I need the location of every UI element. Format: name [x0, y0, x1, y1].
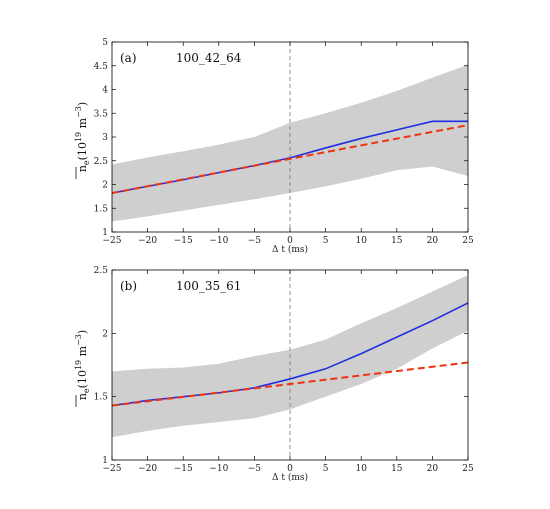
x-tick-label: −15: [174, 464, 193, 474]
y-tick-label: 2.5: [94, 157, 109, 167]
x-tick-label: 15: [391, 236, 403, 246]
y-label-part: m: [76, 117, 89, 131]
x-tick-label: 15: [391, 464, 403, 474]
x-tick-label: 10: [355, 464, 367, 474]
x-tick-label: −20: [138, 236, 157, 246]
y-axis-label: ne(1019 m−3): [74, 330, 91, 407]
fit-line-dashed: [111, 124, 469, 195]
y-label-part: 19: [74, 132, 83, 142]
y-tick-label: 4: [102, 86, 108, 96]
y-tick-label: 2: [102, 329, 108, 339]
x-tick-label: −15: [174, 236, 193, 246]
chart-panel-b: −25 −20 −15 −10 −5 0 5 10 15 20 25 1 1.5 2 2.5 Δ t (ms)…: [74, 266, 474, 483]
x-tick-label: 25: [462, 464, 474, 474]
chart-panel-a: −25 −20 −15 −10 −5 0 5 10 15 20 25 1 1.5 2 2.5 3 3.5 4 4.5…: [74, 38, 474, 255]
x-tick-label: 5: [323, 236, 329, 246]
y-tick-label: 1.5: [94, 393, 109, 403]
y-tick-label: 3.5: [94, 109, 109, 119]
y-tick-label: 2: [102, 181, 108, 191]
y-tick-label: 1.5: [94, 204, 109, 214]
x-tick-label: −20: [138, 464, 157, 474]
y-tick-label: 2.5: [94, 266, 109, 276]
x-tick-label: −10: [209, 236, 228, 246]
y-tick-label: 1: [102, 456, 108, 466]
x-tick-label: 20: [427, 236, 439, 246]
y-label-part: ): [76, 102, 89, 106]
panel-label: (b): [120, 279, 137, 293]
y-label-part: n: [76, 393, 89, 400]
x-tick-label: 10: [355, 236, 367, 246]
y-axis-label: ne(1019 m−3): [74, 102, 91, 179]
x-tick-label: −10: [209, 464, 228, 474]
x-axis-label: Δ t (ms): [272, 244, 308, 255]
x-tick-label: 0: [287, 464, 293, 474]
y-axis-label-text: ne(1019 m−3): [74, 330, 91, 400]
y-label-part: (10: [76, 142, 89, 160]
y-label-part: ): [76, 330, 89, 334]
shot-label: 100_42_64: [176, 51, 242, 65]
y-label-part: e: [82, 160, 91, 165]
x-tick-label: 5: [323, 464, 329, 474]
fit-line-dashed: [111, 361, 469, 407]
x-tick-label: −25: [103, 464, 122, 474]
y-label-part: 19: [74, 360, 83, 370]
y-label-part: (10: [76, 370, 89, 388]
y-tick-label: 3: [102, 133, 108, 143]
y-tick-label: 5: [102, 38, 108, 48]
y-label-part: m: [76, 345, 89, 359]
x-tick-label: −5: [248, 464, 262, 474]
y-tick-label: 1: [102, 228, 108, 238]
y-axis-label-text: ne(1019 m−3): [74, 102, 91, 172]
panel-label: (a): [120, 51, 137, 65]
x-tick-label: 25: [462, 236, 474, 246]
y-label-part: −3: [74, 106, 83, 118]
y-label-part: e: [82, 388, 91, 393]
y-label-part: −3: [74, 334, 83, 346]
x-tick-label: 20: [427, 464, 439, 474]
shot-label: 100_35_61: [176, 279, 241, 293]
y-label-part: n: [76, 165, 89, 172]
x-axis-label: Δ t (ms): [272, 472, 308, 483]
x-tick-label: −25: [103, 236, 122, 246]
x-tick-label: −5: [248, 236, 262, 246]
y-tick-label: 4.5: [94, 62, 109, 72]
x-tick-label: 0: [287, 236, 293, 246]
